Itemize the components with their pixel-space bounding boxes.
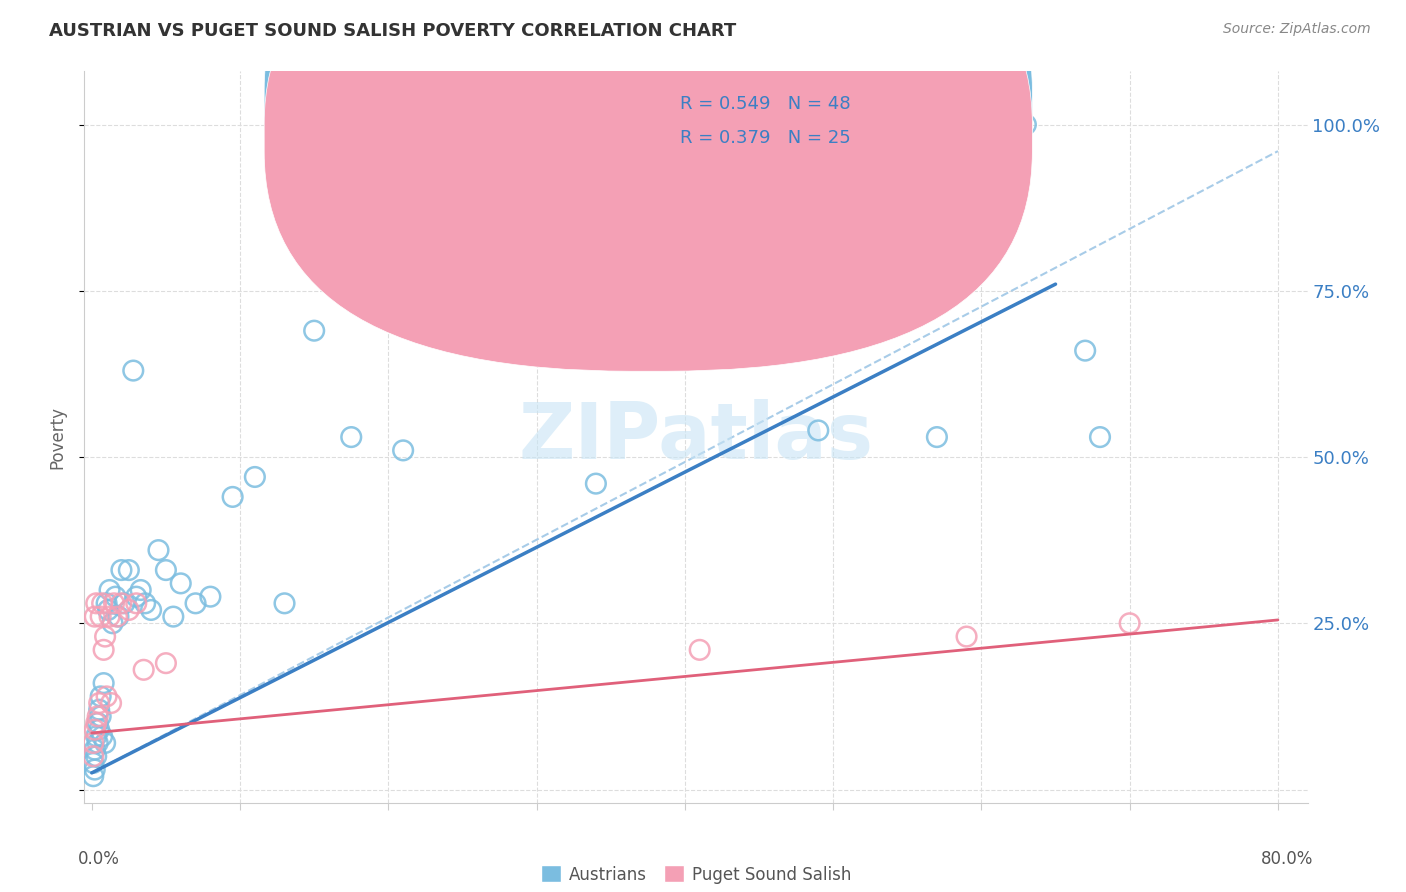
Point xyxy=(585,476,607,491)
Text: R = 0.379   N = 25: R = 0.379 N = 25 xyxy=(681,129,851,147)
Point xyxy=(86,709,108,723)
Point xyxy=(90,609,112,624)
Point xyxy=(89,696,111,710)
Text: Source: ZipAtlas.com: Source: ZipAtlas.com xyxy=(1223,22,1371,37)
Point xyxy=(807,424,830,438)
Point xyxy=(155,563,177,577)
Point xyxy=(1074,343,1097,358)
Point xyxy=(105,609,128,624)
Point xyxy=(110,596,132,610)
Point xyxy=(139,603,162,617)
Y-axis label: Poverty: Poverty xyxy=(48,406,66,468)
Point xyxy=(118,563,141,577)
Point xyxy=(84,596,107,610)
Point xyxy=(89,703,111,717)
Point xyxy=(184,596,207,610)
Point xyxy=(689,643,711,657)
Text: 80.0%: 80.0% xyxy=(1261,850,1313,868)
Point xyxy=(955,630,977,644)
Point xyxy=(83,763,105,777)
Point xyxy=(155,656,177,670)
Point xyxy=(82,749,104,764)
Point xyxy=(125,590,148,604)
Point xyxy=(122,363,145,377)
Point xyxy=(162,609,184,624)
FancyBboxPatch shape xyxy=(610,75,935,167)
Point xyxy=(104,590,127,604)
Point xyxy=(1015,118,1038,132)
Point xyxy=(98,609,121,624)
Text: ZIPatlas: ZIPatlas xyxy=(519,399,873,475)
Point xyxy=(200,590,222,604)
Point xyxy=(86,736,108,750)
Point xyxy=(118,603,141,617)
Point xyxy=(221,490,243,504)
Point xyxy=(84,749,107,764)
Point xyxy=(107,609,129,624)
Point xyxy=(84,716,107,731)
Point xyxy=(98,582,121,597)
Legend: Austrians, Puget Sound Salish: Austrians, Puget Sound Salish xyxy=(534,859,858,890)
Point xyxy=(82,769,104,783)
Point xyxy=(97,603,120,617)
Point xyxy=(302,324,325,338)
Point xyxy=(90,690,112,704)
Point xyxy=(100,696,122,710)
Point xyxy=(94,736,117,750)
Point xyxy=(94,630,117,644)
FancyBboxPatch shape xyxy=(264,0,1032,371)
Point xyxy=(1118,616,1140,631)
Point xyxy=(91,729,114,743)
Point xyxy=(170,576,193,591)
Point xyxy=(110,563,132,577)
Point xyxy=(125,596,148,610)
Point xyxy=(96,690,118,704)
FancyBboxPatch shape xyxy=(264,0,1032,337)
Point xyxy=(101,616,124,631)
Point xyxy=(134,596,156,610)
Point xyxy=(129,582,152,597)
Point xyxy=(89,723,111,737)
Point xyxy=(925,430,948,444)
Point xyxy=(91,596,114,610)
Point xyxy=(112,596,135,610)
Point xyxy=(83,723,105,737)
Point xyxy=(340,430,363,444)
Point xyxy=(103,596,125,610)
Point xyxy=(93,643,115,657)
Point xyxy=(148,543,170,558)
Text: AUSTRIAN VS PUGET SOUND SALISH POVERTY CORRELATION CHART: AUSTRIAN VS PUGET SOUND SALISH POVERTY C… xyxy=(49,22,737,40)
Point xyxy=(436,257,458,271)
Point xyxy=(83,742,105,756)
Text: R = 0.549   N = 48: R = 0.549 N = 48 xyxy=(681,95,851,112)
Point xyxy=(84,729,107,743)
Point xyxy=(83,609,105,624)
Point xyxy=(1088,430,1111,444)
Point xyxy=(90,709,112,723)
Point xyxy=(132,663,155,677)
Point xyxy=(392,443,415,458)
Point xyxy=(273,596,295,610)
Point xyxy=(82,736,104,750)
Text: 0.0%: 0.0% xyxy=(79,850,120,868)
Point xyxy=(86,716,108,731)
Point xyxy=(93,676,115,690)
Point xyxy=(243,470,266,484)
Point xyxy=(82,756,104,770)
Point xyxy=(96,596,118,610)
